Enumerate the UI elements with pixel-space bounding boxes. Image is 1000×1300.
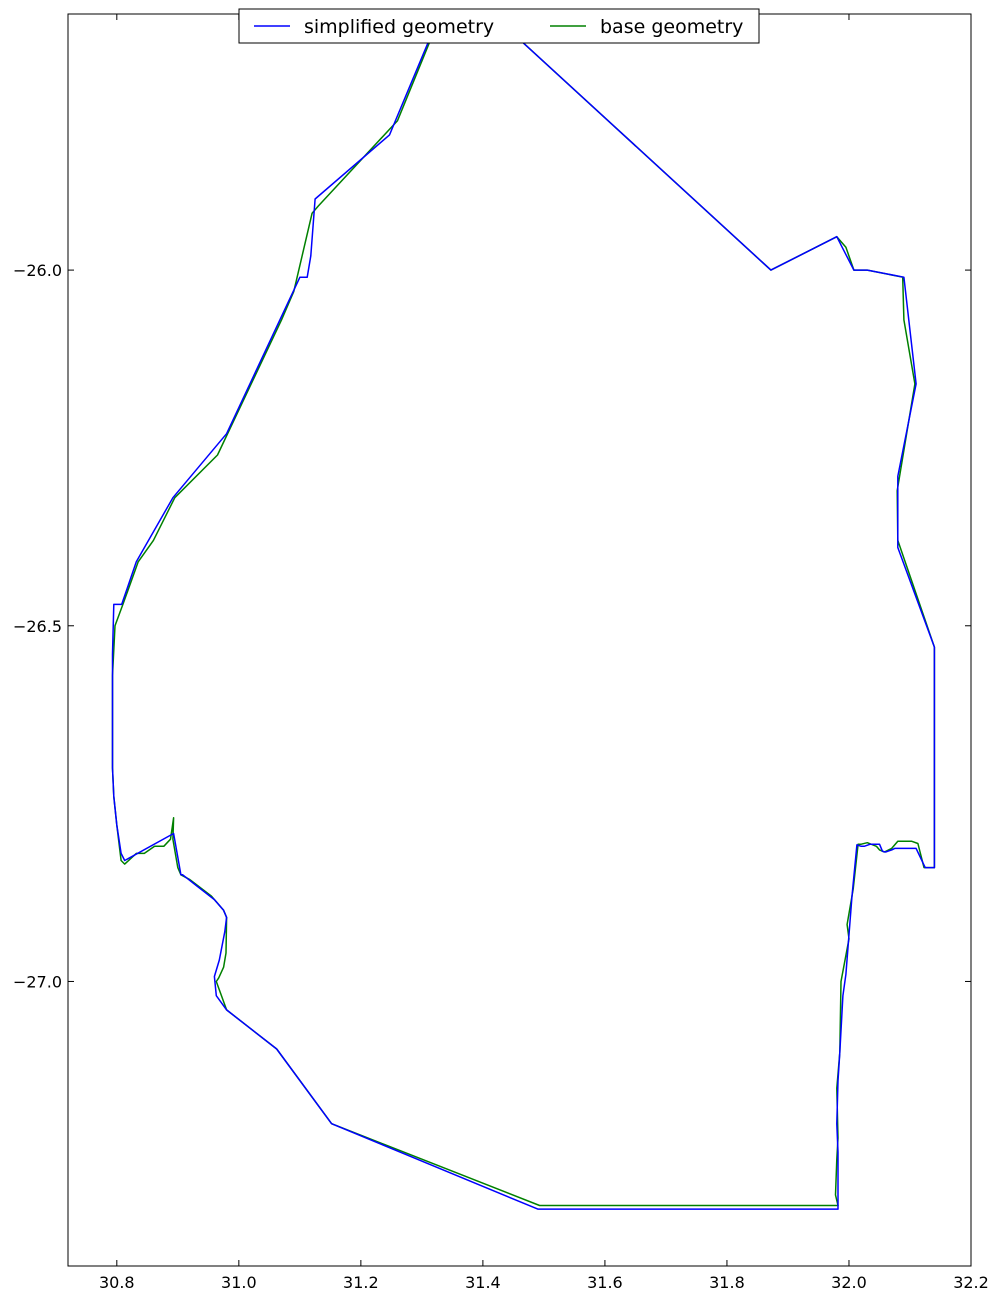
x-tick-label: 31.2 bbox=[343, 1273, 379, 1292]
legend-label-base-geometry: base geometry bbox=[600, 16, 743, 38]
plot-background bbox=[68, 14, 971, 1266]
y-tick-label: −26.0 bbox=[13, 261, 62, 280]
x-tick-label: 31.8 bbox=[709, 1273, 745, 1292]
x-tick-label: 30.8 bbox=[99, 1273, 135, 1292]
x-tick-label: 32.0 bbox=[831, 1273, 867, 1292]
series-line-simplified-geometry bbox=[111, 14, 936, 1210]
legend-label-simplified-geometry: simplified geometry bbox=[304, 16, 494, 38]
y-tick-label: −26.5 bbox=[13, 617, 62, 636]
legend: simplified geometry base geometry bbox=[238, 8, 760, 44]
ticks-layer: 30.8 31.0 31.2 31.4 31.6 31.8 32.0 32.2 −26.0 −26… bbox=[13, 14, 989, 1292]
series-layer bbox=[111, 14, 936, 1210]
y-tick-label: −27.0 bbox=[13, 972, 62, 991]
x-tick-label: 31.6 bbox=[587, 1273, 623, 1292]
x-tick-label: 31.0 bbox=[221, 1273, 257, 1292]
x-tick-label: 32.2 bbox=[953, 1273, 989, 1292]
x-tick-label: 31.4 bbox=[465, 1273, 501, 1292]
legend-box bbox=[238, 8, 760, 44]
